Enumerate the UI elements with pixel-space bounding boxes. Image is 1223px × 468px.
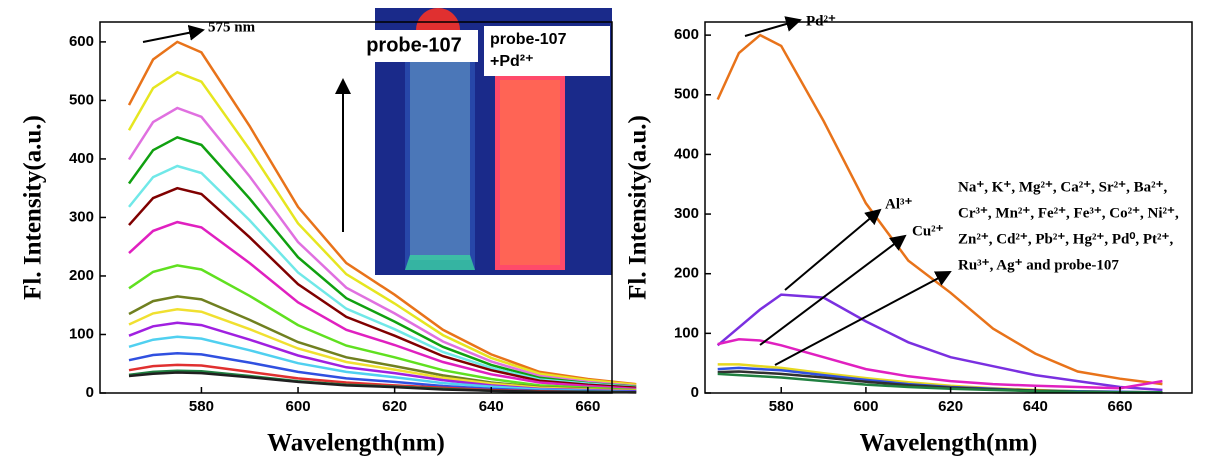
- spectrum-line: [127, 135, 637, 388]
- annotation-arrow: [142, 24, 205, 43]
- y-tick-label: 600: [674, 26, 699, 43]
- x-axis-title: Wavelength(nm): [860, 430, 1038, 457]
- y-tick-label: 0: [691, 384, 699, 401]
- y-axis-title: Fl. Intensity(a.u.): [20, 115, 47, 300]
- annotation-note: Cr³⁺, Mn²⁺, Fe²⁺, Fe³⁺, Co²⁺, Ni²⁺,: [958, 205, 1179, 221]
- spectrum-line: [127, 70, 637, 387]
- inset-label: probe-107: [366, 34, 462, 56]
- spectrum-line: [127, 40, 637, 386]
- y-tick-label: 500: [69, 91, 94, 108]
- spectrum-line: [127, 106, 637, 388]
- x-tick-label: 580: [189, 398, 214, 415]
- annotation: Al³⁺: [885, 196, 912, 212]
- y-tick-label: 300: [674, 205, 699, 222]
- y-tick-label: 200: [69, 267, 94, 284]
- inset-label-box: [484, 26, 610, 76]
- spectrum-line: [128, 186, 637, 389]
- x-tick-label: 580: [769, 398, 794, 415]
- inset-label: +Pd²⁺: [490, 53, 534, 70]
- y-tick-label: 100: [69, 325, 94, 342]
- annotation: 575 nm: [208, 19, 256, 35]
- y-tick-label: 600: [69, 33, 94, 50]
- annotation-arrow: [784, 208, 882, 291]
- annotation-arrow: [744, 16, 802, 37]
- x-tick-label: 640: [1023, 398, 1048, 415]
- y-tick-label: 0: [86, 384, 94, 401]
- spectrum-line: [128, 264, 637, 392]
- x-tick-label: 660: [575, 398, 600, 415]
- x-tick-label: 660: [1107, 398, 1132, 415]
- x-tick-label: 620: [382, 398, 407, 415]
- y-tick-label: 300: [69, 208, 94, 225]
- spectrum-line: [716, 293, 1163, 392]
- y-tick-label: 100: [674, 324, 699, 341]
- annotation-note: Zn²⁺, Cd²⁺, Pb²⁺, Hg²⁺, Pd⁰, Pt²⁺,: [958, 231, 1173, 247]
- inset-label-box: [350, 30, 478, 62]
- spectrum-line: [716, 33, 1163, 386]
- y-tick-label: 400: [69, 150, 94, 167]
- x-tick-label: 640: [479, 398, 504, 415]
- y-axis-title: Fl. Intensity(a.u.): [625, 115, 652, 300]
- spectrum-line: [128, 371, 637, 394]
- annotation: Pd²⁺: [806, 13, 836, 29]
- spectrum-line: [128, 220, 637, 391]
- y-tick-label: 500: [674, 86, 699, 103]
- x-tick-label: 620: [938, 398, 963, 415]
- y-tick-label: 200: [674, 265, 699, 282]
- annotation-note: Ru³⁺, Ag⁺ and probe-107: [958, 257, 1119, 273]
- plot-frame: [704, 21, 1193, 394]
- annotation-note: Na⁺, K⁺, Mg²⁺, Ca²⁺, Sr²⁺, Ba²⁺,: [958, 179, 1167, 195]
- x-tick-label: 600: [286, 398, 311, 415]
- spectrum-line: [717, 338, 1163, 390]
- plot-frame: [99, 21, 613, 394]
- annotation: Cu²⁺: [912, 223, 944, 239]
- annotation-arrow: [759, 234, 907, 346]
- inset-label: probe-107: [490, 31, 567, 48]
- x-axis-title: Wavelength(nm): [267, 430, 445, 457]
- annotation-arrow: [774, 271, 952, 366]
- spectrum-line: [717, 372, 1163, 394]
- x-tick-label: 600: [853, 398, 878, 415]
- y-tick-label: 400: [674, 145, 699, 162]
